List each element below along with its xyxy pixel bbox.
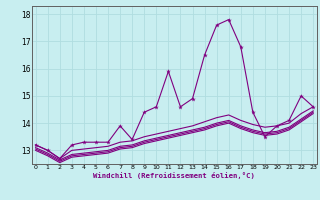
- X-axis label: Windchill (Refroidissement éolien,°C): Windchill (Refroidissement éolien,°C): [93, 172, 255, 179]
